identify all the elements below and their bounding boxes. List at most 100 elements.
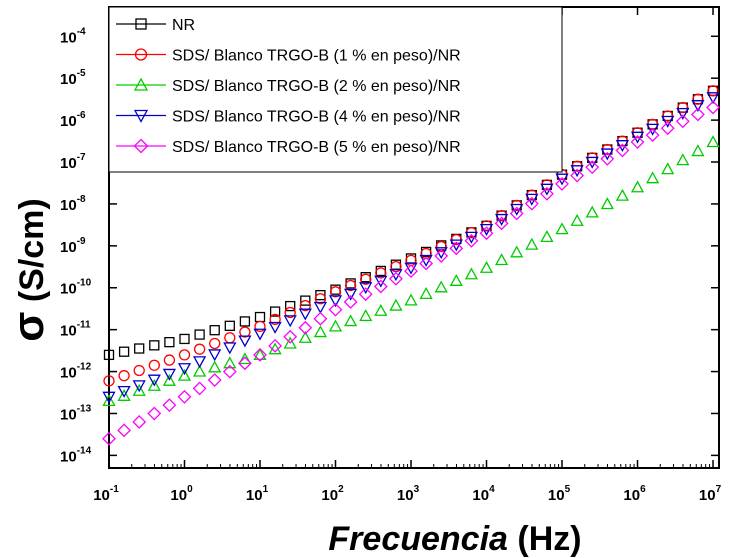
y-tick-label: 10-4 (60, 26, 86, 46)
data-point (314, 293, 327, 305)
y-tick-exp: -14 (77, 445, 92, 456)
data-point (209, 325, 220, 336)
data-point (254, 311, 266, 323)
y-tick-base: 10 (60, 323, 77, 340)
data-point (102, 391, 116, 404)
data-point (600, 197, 614, 210)
legend-box (108, 6, 563, 173)
x-tick-label: 105 (548, 484, 571, 504)
data-point (404, 293, 418, 306)
data-point (661, 162, 675, 175)
legend-label: SDS/ Blanco TRGO-B (5 % en peso)/NR (172, 139, 461, 156)
data-point (253, 347, 267, 362)
data-point (313, 325, 328, 338)
data-point (239, 316, 251, 327)
data-point (268, 338, 283, 353)
y-tick-base: 10 (60, 71, 77, 88)
x-tick-label: 10-1 (93, 484, 119, 504)
data-point (239, 326, 251, 338)
y-tick-base: 10 (60, 365, 77, 382)
x-tick-label: 101 (246, 484, 269, 504)
data-point (344, 279, 357, 292)
y-tick-label: 10-8 (60, 194, 86, 214)
data-point (645, 128, 660, 143)
series-triangle-up (102, 135, 720, 407)
y-tick-label: 10-14 (60, 445, 92, 465)
data-point (162, 373, 177, 386)
data-point (525, 237, 539, 250)
x-tick-labels: 10-1 100 101 102 103 104 105 106 107 (93, 484, 721, 504)
data-point (555, 222, 569, 235)
data-point (223, 342, 237, 355)
data-point (691, 107, 705, 122)
x-tick-base: 10 (472, 487, 489, 504)
data-point (630, 131, 645, 144)
y-tick-label: 10-11 (60, 320, 91, 340)
data-point (374, 275, 388, 288)
y-tick-label: 10-7 (60, 152, 86, 172)
y-tick-label: 10-5 (60, 68, 86, 88)
data-point (706, 100, 720, 115)
data-point (268, 321, 282, 334)
data-point (646, 171, 660, 184)
legend-marker (133, 77, 149, 91)
data-point (389, 298, 403, 311)
x-tick-label: 100 (170, 484, 193, 504)
data-point (585, 156, 599, 169)
data-point (147, 374, 161, 387)
data-point (329, 286, 342, 298)
data-point (676, 107, 690, 120)
data-point (358, 287, 373, 302)
data-point (102, 431, 116, 446)
x-tick-exp: 6 (640, 484, 646, 495)
data-point (254, 320, 266, 332)
legend-marker (134, 48, 148, 61)
x-axis-label-unit: (Hz) (508, 520, 582, 558)
data-point (615, 143, 630, 158)
x-tick-base: 10 (170, 487, 187, 504)
data-point (209, 337, 221, 350)
data-point (269, 306, 281, 317)
data-point (660, 121, 675, 136)
data-point (600, 148, 614, 161)
y-tick-labels: 10-1410-1310-1210-1110-1010-910-810-710-… (60, 26, 92, 465)
x-tick-label: 103 (397, 484, 420, 504)
data-point (237, 356, 252, 371)
data-point (540, 183, 554, 196)
legend-marker (133, 109, 149, 123)
y-axis-label: σ (S/cm) (4, 198, 53, 341)
data-point (419, 256, 434, 271)
data-point (193, 343, 206, 355)
legend-label: SDS/ Blanco TRGO-B (2 % en peso)/NR (172, 78, 461, 95)
legend: NR SDS/ Blanco TRGO-B (1 % en peso)/NR SDS… (116, 17, 461, 156)
data-point (434, 249, 449, 263)
x-tick-exp: -1 (110, 484, 119, 495)
data-point (208, 349, 222, 362)
data-point (103, 375, 115, 387)
data-point (285, 300, 296, 312)
data-point (435, 240, 447, 253)
x-tick-label: 104 (472, 484, 495, 504)
y-tick-exp: -9 (77, 236, 86, 247)
data-point (299, 299, 311, 312)
data-point (328, 302, 343, 317)
data-point (344, 314, 358, 327)
data-point (134, 343, 145, 354)
y-axis-label-unit: (S/cm) (13, 198, 51, 311)
data-point (359, 282, 373, 295)
data-point (164, 336, 175, 348)
data-point (630, 180, 645, 193)
x-tick-exp: 3 (414, 484, 420, 495)
data-point (283, 315, 297, 328)
data-point (509, 206, 524, 221)
data-point (479, 260, 494, 273)
x-tick-label: 102 (321, 484, 344, 504)
y-tick-label: 10-9 (60, 236, 86, 256)
y-tick-label: 10-10 (60, 278, 92, 298)
data-point (132, 415, 147, 429)
data-point (179, 333, 190, 345)
y-tick-base: 10 (60, 155, 77, 172)
legend-marker (135, 18, 147, 30)
y-tick-label: 10-12 (60, 362, 92, 382)
